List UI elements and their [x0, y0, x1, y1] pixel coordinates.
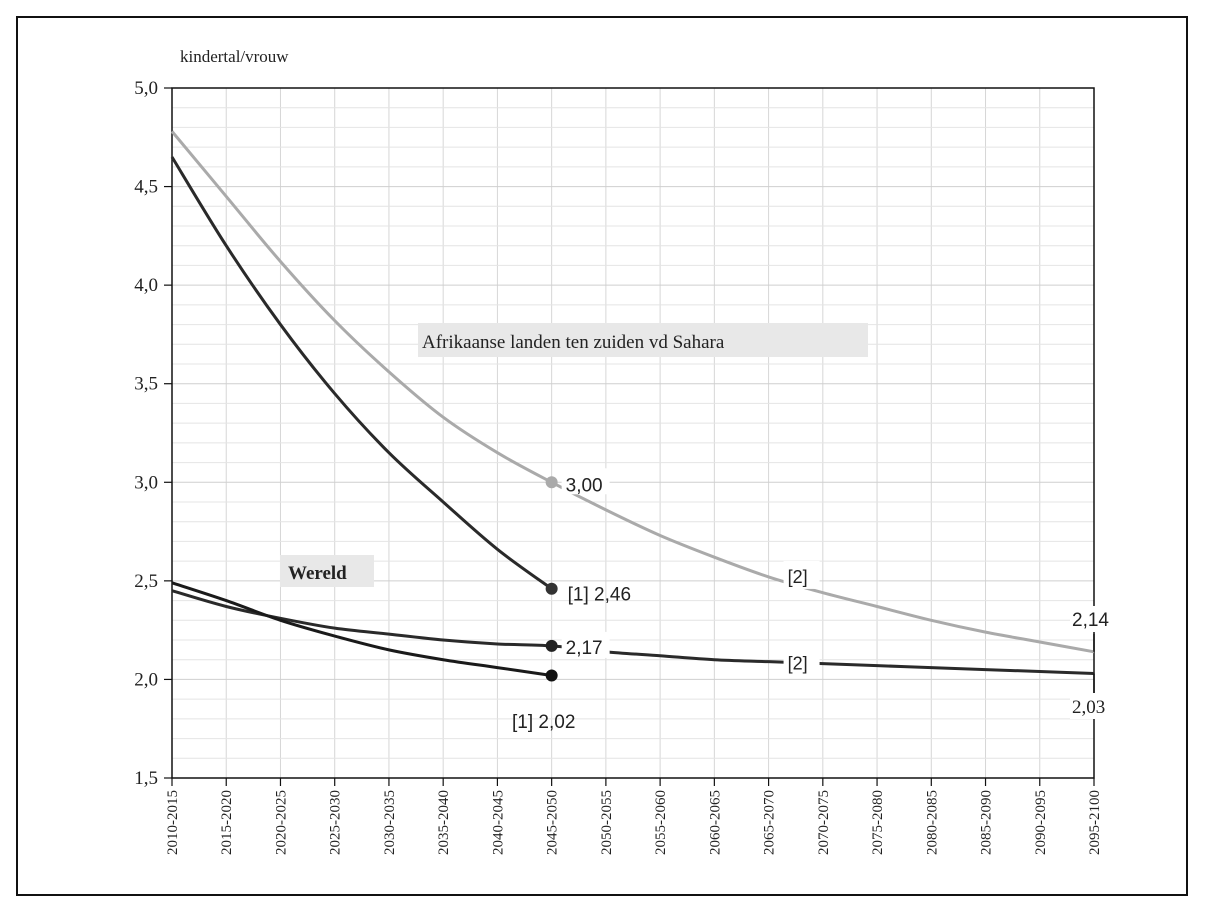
x-tick-label: 2065-2070 — [762, 790, 778, 855]
series-layer — [170, 130, 1095, 696]
data-point-africa-1 — [545, 582, 558, 595]
y-axis-label: kindertal/vrouw — [180, 47, 289, 66]
data-point-world-1 — [545, 669, 558, 682]
africa-2-end-label-background — [1070, 606, 1120, 632]
x-tick-label: 2015-2020 — [219, 790, 235, 855]
world-1-end-label: [1] 2,02 — [512, 712, 575, 733]
world-label-background — [280, 555, 374, 587]
x-tick-label: 2075-2080 — [870, 790, 886, 855]
y-tick-label: 4,5 — [134, 177, 158, 198]
x-tick-label: 2055-2060 — [653, 790, 669, 855]
africa-2-tag-label: [2] — [788, 567, 808, 587]
y-tick-label: 3,5 — [134, 374, 158, 395]
x-tick-label: 2010-2015 — [165, 790, 181, 855]
y-axis-ticks: 1,5 2,0 2,5 3,0 3,5 4,0 4,5 5,0 — [134, 78, 172, 789]
x-tick-label: 2020-2025 — [273, 790, 289, 855]
x-tick-label: 2095-2100 — [1087, 790, 1103, 855]
y-tick-label: 5,0 — [134, 78, 158, 99]
africa-group-label: Afrikaanse landen ten zuiden vd Sahara — [422, 332, 725, 353]
world-2-tag-label: [2] — [788, 654, 808, 674]
africa-label-background — [418, 323, 868, 357]
x-tick-label: 2030-2035 — [382, 790, 398, 855]
world-group-label: Wereld — [288, 563, 347, 584]
y-tick-label: 3,0 — [134, 472, 158, 493]
series-line-africa-1 — [170, 156, 553, 590]
x-tick-label: 2035-2040 — [436, 790, 452, 855]
x-tick-label: 2080-2085 — [924, 790, 940, 855]
annotation-layer: [2] [2] 3,00 [1] 2,46 2,17 [1] 2,02 2,14… — [512, 468, 1122, 733]
x-tick-label: 2025-2030 — [328, 790, 344, 855]
chart-frame: 1,5 2,0 2,5 3,0 3,5 4,0 4,5 5,0 2010-2015 2015-2… — [16, 16, 1188, 896]
x-tick-label: 2090-2095 — [1033, 790, 1049, 855]
world-mid-label-background — [561, 631, 610, 658]
africa-midpoint-label: 3,00 — [566, 475, 603, 496]
x-tick-label: 2060-2065 — [707, 790, 723, 855]
africa-1-end-label: [1] 2,46 — [568, 585, 631, 606]
x-tick-label: 2050-2055 — [599, 790, 615, 855]
series-line-world-2 — [171, 589, 1095, 676]
world-midpoint-label: 2,17 — [566, 638, 603, 659]
x-tick-label: 2045-2050 — [545, 790, 561, 855]
grid — [171, 87, 1095, 779]
x-tick-label: 2070-2075 — [816, 790, 832, 855]
x-tick-label: 2040-2045 — [490, 790, 506, 855]
fertility-chart: 1,5 2,0 2,5 3,0 3,5 4,0 4,5 5,0 2010-2015 2015-2… — [134, 47, 1122, 855]
y-tick-label: 4,0 — [134, 275, 158, 296]
y-tick-label: 1,5 — [134, 768, 158, 789]
y-tick-label: 2,5 — [134, 571, 158, 592]
y-tick-label: 2,0 — [134, 669, 158, 690]
africa-2-end-label: 2,14 — [1072, 610, 1109, 631]
series-line-world-1 — [171, 581, 552, 677]
data-point-world-2 — [545, 639, 558, 652]
plot-border — [171, 87, 1095, 779]
africa-2-tag-background — [783, 560, 820, 589]
data-point-africa-2 — [545, 476, 558, 489]
x-axis-ticks: 2010-2015 2015-2020 2020-2025 2025-2030 2030… — [165, 778, 1103, 855]
series-line-africa-2 — [170, 130, 1095, 654]
world-2-end-label: 2,03 — [1072, 697, 1105, 718]
x-tick-label: 2085-2090 — [979, 790, 995, 855]
africa-mid-label-background — [561, 468, 610, 495]
world-2-end-label-background — [1070, 693, 1122, 719]
world-2-tag-background — [783, 648, 820, 677]
